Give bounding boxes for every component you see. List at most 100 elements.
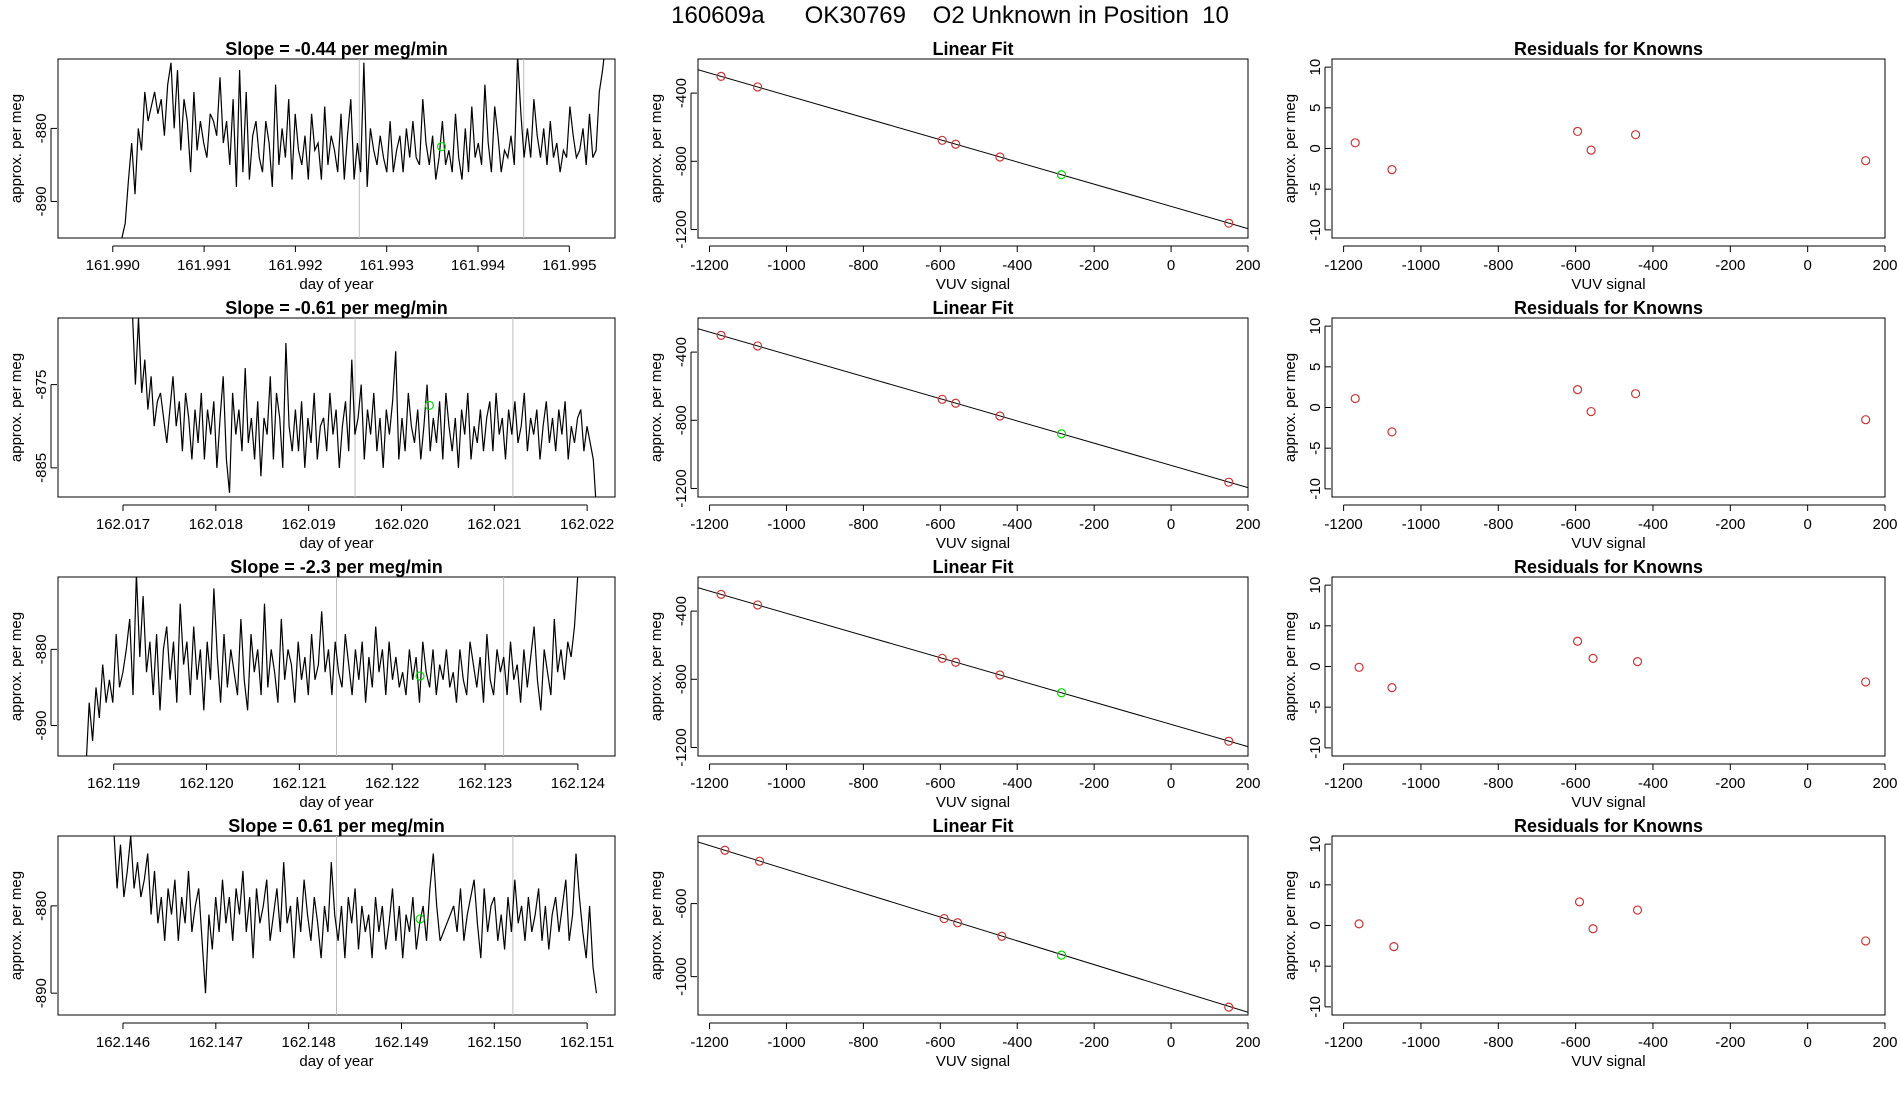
x-axis-label: VUV signal [936, 794, 1010, 811]
x-tick-label: -600 [925, 775, 955, 792]
known-point [1350, 138, 1360, 148]
x-tick-label: 0 [1803, 516, 1811, 533]
known-point [1630, 389, 1641, 399]
known-point [1572, 636, 1583, 646]
known-point [753, 341, 763, 351]
plot-data [698, 328, 1248, 489]
known-point [1630, 130, 1641, 140]
x-tick-label: 200 [1872, 775, 1897, 792]
known-point [1574, 897, 1585, 907]
known-point [937, 135, 947, 145]
known-point [1632, 905, 1643, 915]
x-tick-label: -1000 [767, 257, 805, 274]
y-tick-label: -400 [673, 337, 690, 367]
plot-data [698, 841, 1248, 1013]
plot-frame [697, 835, 1249, 1016]
x-tick-label: -600 [925, 257, 955, 274]
x-tick-label: 162.120 [179, 775, 233, 792]
panel-title: Linear Fit [932, 557, 1013, 577]
plot-frame [57, 317, 616, 498]
x-tick-label: -800 [848, 1034, 878, 1051]
trace-line [121, 59, 605, 238]
known-point [953, 918, 963, 928]
panel-2-1: Linear Fit -1200 -1000 -800 -600 -400 -200 0 200… [648, 557, 1261, 811]
y-tick-label: -800 [673, 146, 690, 176]
y-axis-label: approx. per meg [1282, 612, 1299, 721]
known-point [937, 394, 947, 404]
known-point [1224, 477, 1234, 487]
unknown-point [436, 142, 447, 152]
y-tick-label: 0 [1307, 921, 1324, 929]
x-tick-label: -800 [1483, 516, 1513, 533]
panel-title: Linear Fit [932, 39, 1013, 59]
x-tick-label: -600 [925, 516, 955, 533]
unknown-point [1056, 170, 1067, 180]
known-point [754, 856, 765, 866]
x-tick-label: 0 [1803, 775, 1811, 792]
y-tick-label: -1000 [673, 957, 690, 995]
x-tick-label: 200 [1872, 257, 1897, 274]
known-point [1861, 156, 1871, 166]
x-tick-label: 200 [1235, 775, 1260, 792]
x-tick-label: -1000 [1402, 775, 1440, 792]
x-tick-label: -800 [848, 775, 878, 792]
x-axis-label: VUV signal [1571, 276, 1645, 293]
known-point [716, 71, 726, 81]
plot-frame [1331, 835, 1886, 1016]
plot-data [113, 836, 597, 1015]
plot-frame [57, 58, 616, 239]
x-tick-label: 161.995 [542, 257, 596, 274]
y-axis-label: approx. per meg [648, 353, 665, 462]
known-point [1354, 919, 1364, 929]
x-tick-label: -400 [1002, 257, 1032, 274]
plot-data [1354, 636, 1871, 693]
y-tick-label: -10 [1307, 996, 1324, 1018]
known-point [1861, 677, 1871, 687]
y-tick-label: -5 [1307, 701, 1324, 714]
x-tick-label: -200 [1715, 516, 1745, 533]
y-tick-label: 5 [1307, 104, 1324, 112]
y-tick-label: 0 [1307, 662, 1324, 670]
x-tick-label: -400 [1638, 257, 1668, 274]
known-point [716, 330, 726, 340]
x-tick-label: -1200 [1324, 775, 1362, 792]
y-tick-label: 10 [1307, 59, 1324, 76]
x-tick-label: -600 [1561, 257, 1591, 274]
y-tick-label: 5 [1307, 363, 1324, 371]
x-tick-label: -400 [1638, 775, 1668, 792]
x-tick-label: 0 [1167, 775, 1175, 792]
y-axis-label: approx. per meg [1282, 353, 1299, 462]
x-axis-label: VUV signal [936, 276, 1010, 293]
x-axis-label: VUV signal [1571, 1053, 1645, 1070]
y-axis-label: approx. per meg [8, 871, 25, 980]
x-tick-label: -600 [1561, 516, 1591, 533]
panel-3-2: Residuals for Knowns-1200 -1000 -800 -600 -4… [1282, 816, 1898, 1070]
x-tick-label: 0 [1803, 257, 1811, 274]
x-tick-label: -400 [1638, 1034, 1668, 1051]
x-tick-label: 162.121 [272, 775, 326, 792]
x-tick-label: 162.017 [96, 516, 150, 533]
plot-data [85, 577, 579, 756]
x-tick-label: 0 [1167, 257, 1175, 274]
y-tick-label: 5 [1307, 881, 1324, 889]
known-point [951, 657, 961, 667]
x-tick-label: -1200 [1324, 257, 1362, 274]
x-tick-label: -1200 [690, 775, 728, 792]
y-tick-label: -10 [1307, 478, 1324, 500]
x-axis-label: VUV signal [1571, 794, 1645, 811]
x-axis-label: VUV signal [936, 535, 1010, 552]
y-tick-label: -875 [33, 370, 50, 400]
panel-title: Residuals for Knowns [1514, 557, 1703, 577]
x-tick-label: -800 [1483, 1034, 1513, 1051]
panel-1-2: Residuals for Knowns-1200 -1000 -800 -600 -4… [1282, 298, 1898, 552]
y-tick-label: -1200 [673, 210, 690, 248]
known-point [1387, 683, 1397, 693]
x-tick-label: 0 [1167, 1034, 1175, 1051]
x-tick-label: 161.993 [360, 257, 414, 274]
x-tick-label: -200 [1079, 775, 1109, 792]
x-tick-label: -1000 [1402, 1034, 1440, 1051]
x-axis-label: VUV signal [1571, 535, 1645, 552]
x-tick-label: -1000 [1402, 257, 1440, 274]
known-point [1224, 1002, 1234, 1012]
